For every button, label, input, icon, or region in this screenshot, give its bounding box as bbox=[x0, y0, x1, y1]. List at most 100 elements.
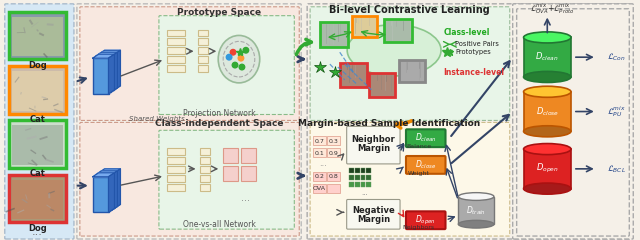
Text: 0.8: 0.8 bbox=[328, 174, 338, 179]
Text: $D_{clean}$: $D_{clean}$ bbox=[536, 51, 559, 63]
Text: Balance: Balance bbox=[406, 144, 431, 149]
Text: Positive Pairs: Positive Pairs bbox=[456, 41, 499, 47]
Bar bbox=[167, 38, 184, 45]
Polygon shape bbox=[111, 52, 117, 92]
Bar bbox=[167, 148, 184, 155]
Bar bbox=[349, 168, 353, 173]
Polygon shape bbox=[95, 52, 117, 56]
Polygon shape bbox=[115, 169, 120, 208]
Text: Margin: Margin bbox=[357, 215, 390, 224]
Bar bbox=[99, 54, 115, 90]
Bar bbox=[223, 148, 238, 163]
Text: Shared Weights: Shared Weights bbox=[129, 116, 185, 122]
Bar bbox=[524, 37, 571, 77]
FancyBboxPatch shape bbox=[310, 122, 509, 236]
Text: Margin-based Sample Identification: Margin-based Sample Identification bbox=[298, 119, 480, 128]
Polygon shape bbox=[99, 50, 120, 54]
FancyBboxPatch shape bbox=[406, 156, 445, 174]
Bar bbox=[198, 38, 209, 45]
Text: Cat: Cat bbox=[29, 115, 45, 124]
FancyBboxPatch shape bbox=[347, 126, 400, 164]
FancyBboxPatch shape bbox=[406, 211, 445, 229]
Bar bbox=[223, 166, 238, 181]
FancyBboxPatch shape bbox=[4, 4, 74, 239]
FancyBboxPatch shape bbox=[310, 7, 509, 120]
Text: Weight: Weight bbox=[408, 171, 429, 176]
Bar bbox=[200, 184, 211, 191]
FancyBboxPatch shape bbox=[159, 16, 294, 114]
Bar bbox=[167, 56, 184, 63]
Bar bbox=[367, 182, 371, 187]
Polygon shape bbox=[115, 50, 120, 90]
Polygon shape bbox=[99, 169, 120, 173]
Bar bbox=[167, 47, 184, 54]
Bar bbox=[340, 63, 367, 87]
Bar bbox=[399, 60, 425, 82]
Bar bbox=[12, 71, 63, 111]
Polygon shape bbox=[95, 171, 117, 175]
Text: Margin: Margin bbox=[357, 144, 390, 153]
Bar bbox=[355, 175, 360, 180]
Text: 0.9: 0.9 bbox=[328, 150, 339, 156]
Bar bbox=[313, 184, 326, 192]
Text: 0.1: 0.1 bbox=[315, 150, 324, 156]
Bar bbox=[360, 175, 365, 180]
Bar bbox=[313, 136, 326, 145]
Ellipse shape bbox=[458, 193, 494, 200]
FancyBboxPatch shape bbox=[406, 129, 445, 147]
Bar bbox=[200, 148, 211, 155]
Bar bbox=[200, 157, 211, 164]
Bar bbox=[360, 168, 365, 173]
Bar bbox=[12, 17, 63, 56]
FancyBboxPatch shape bbox=[513, 4, 633, 239]
Bar bbox=[349, 182, 353, 187]
Bar bbox=[524, 149, 571, 189]
Bar bbox=[367, 168, 371, 173]
Circle shape bbox=[230, 49, 236, 55]
Text: Projection Network: Projection Network bbox=[183, 109, 255, 118]
Text: Instance-level: Instance-level bbox=[444, 67, 504, 77]
FancyBboxPatch shape bbox=[159, 130, 294, 229]
Bar bbox=[198, 30, 209, 36]
Text: $D_{open}$: $D_{open}$ bbox=[415, 214, 436, 227]
Bar bbox=[9, 12, 66, 59]
Bar bbox=[93, 58, 109, 94]
Text: $\mathcal{L}_{PU}^{mix}$: $\mathcal{L}_{PU}^{mix}$ bbox=[607, 104, 626, 119]
Text: $D_{close}$: $D_{close}$ bbox=[415, 159, 436, 171]
Bar bbox=[384, 19, 412, 42]
Bar bbox=[327, 148, 340, 157]
Circle shape bbox=[239, 64, 244, 70]
Ellipse shape bbox=[524, 86, 571, 97]
Bar bbox=[167, 30, 184, 36]
Text: ...: ... bbox=[319, 159, 327, 168]
Bar bbox=[167, 184, 184, 191]
Text: ...: ... bbox=[361, 190, 368, 196]
Ellipse shape bbox=[524, 32, 571, 43]
Text: Neighbor: Neighbor bbox=[351, 135, 396, 144]
Bar bbox=[355, 168, 360, 173]
Bar bbox=[93, 177, 109, 212]
Bar bbox=[200, 166, 211, 173]
Bar bbox=[327, 184, 340, 192]
Bar bbox=[241, 166, 256, 181]
Ellipse shape bbox=[347, 24, 441, 76]
Text: $\mathcal{L}_{OVA}^{mix}$$+\mathcal{L}_{Proto}^{mix}$: $\mathcal{L}_{OVA}^{mix}$$+\mathcal{L}_{… bbox=[530, 1, 575, 16]
Text: $\mathcal{L}_{Con}$: $\mathcal{L}_{Con}$ bbox=[607, 51, 626, 63]
Bar bbox=[95, 175, 111, 210]
FancyBboxPatch shape bbox=[80, 122, 300, 236]
Bar bbox=[198, 47, 209, 54]
Circle shape bbox=[238, 55, 244, 61]
Ellipse shape bbox=[524, 183, 571, 194]
Bar bbox=[524, 92, 571, 131]
Bar bbox=[355, 182, 360, 187]
Bar bbox=[351, 16, 378, 37]
Text: $D_{train}$: $D_{train}$ bbox=[466, 204, 486, 217]
Bar bbox=[367, 175, 371, 180]
Bar bbox=[198, 56, 209, 63]
Text: ...: ... bbox=[32, 227, 43, 237]
Text: Neighbors: Neighbors bbox=[403, 225, 435, 230]
Ellipse shape bbox=[458, 220, 494, 228]
Bar bbox=[360, 182, 365, 187]
Polygon shape bbox=[111, 171, 117, 210]
Text: Dog: Dog bbox=[28, 224, 47, 233]
